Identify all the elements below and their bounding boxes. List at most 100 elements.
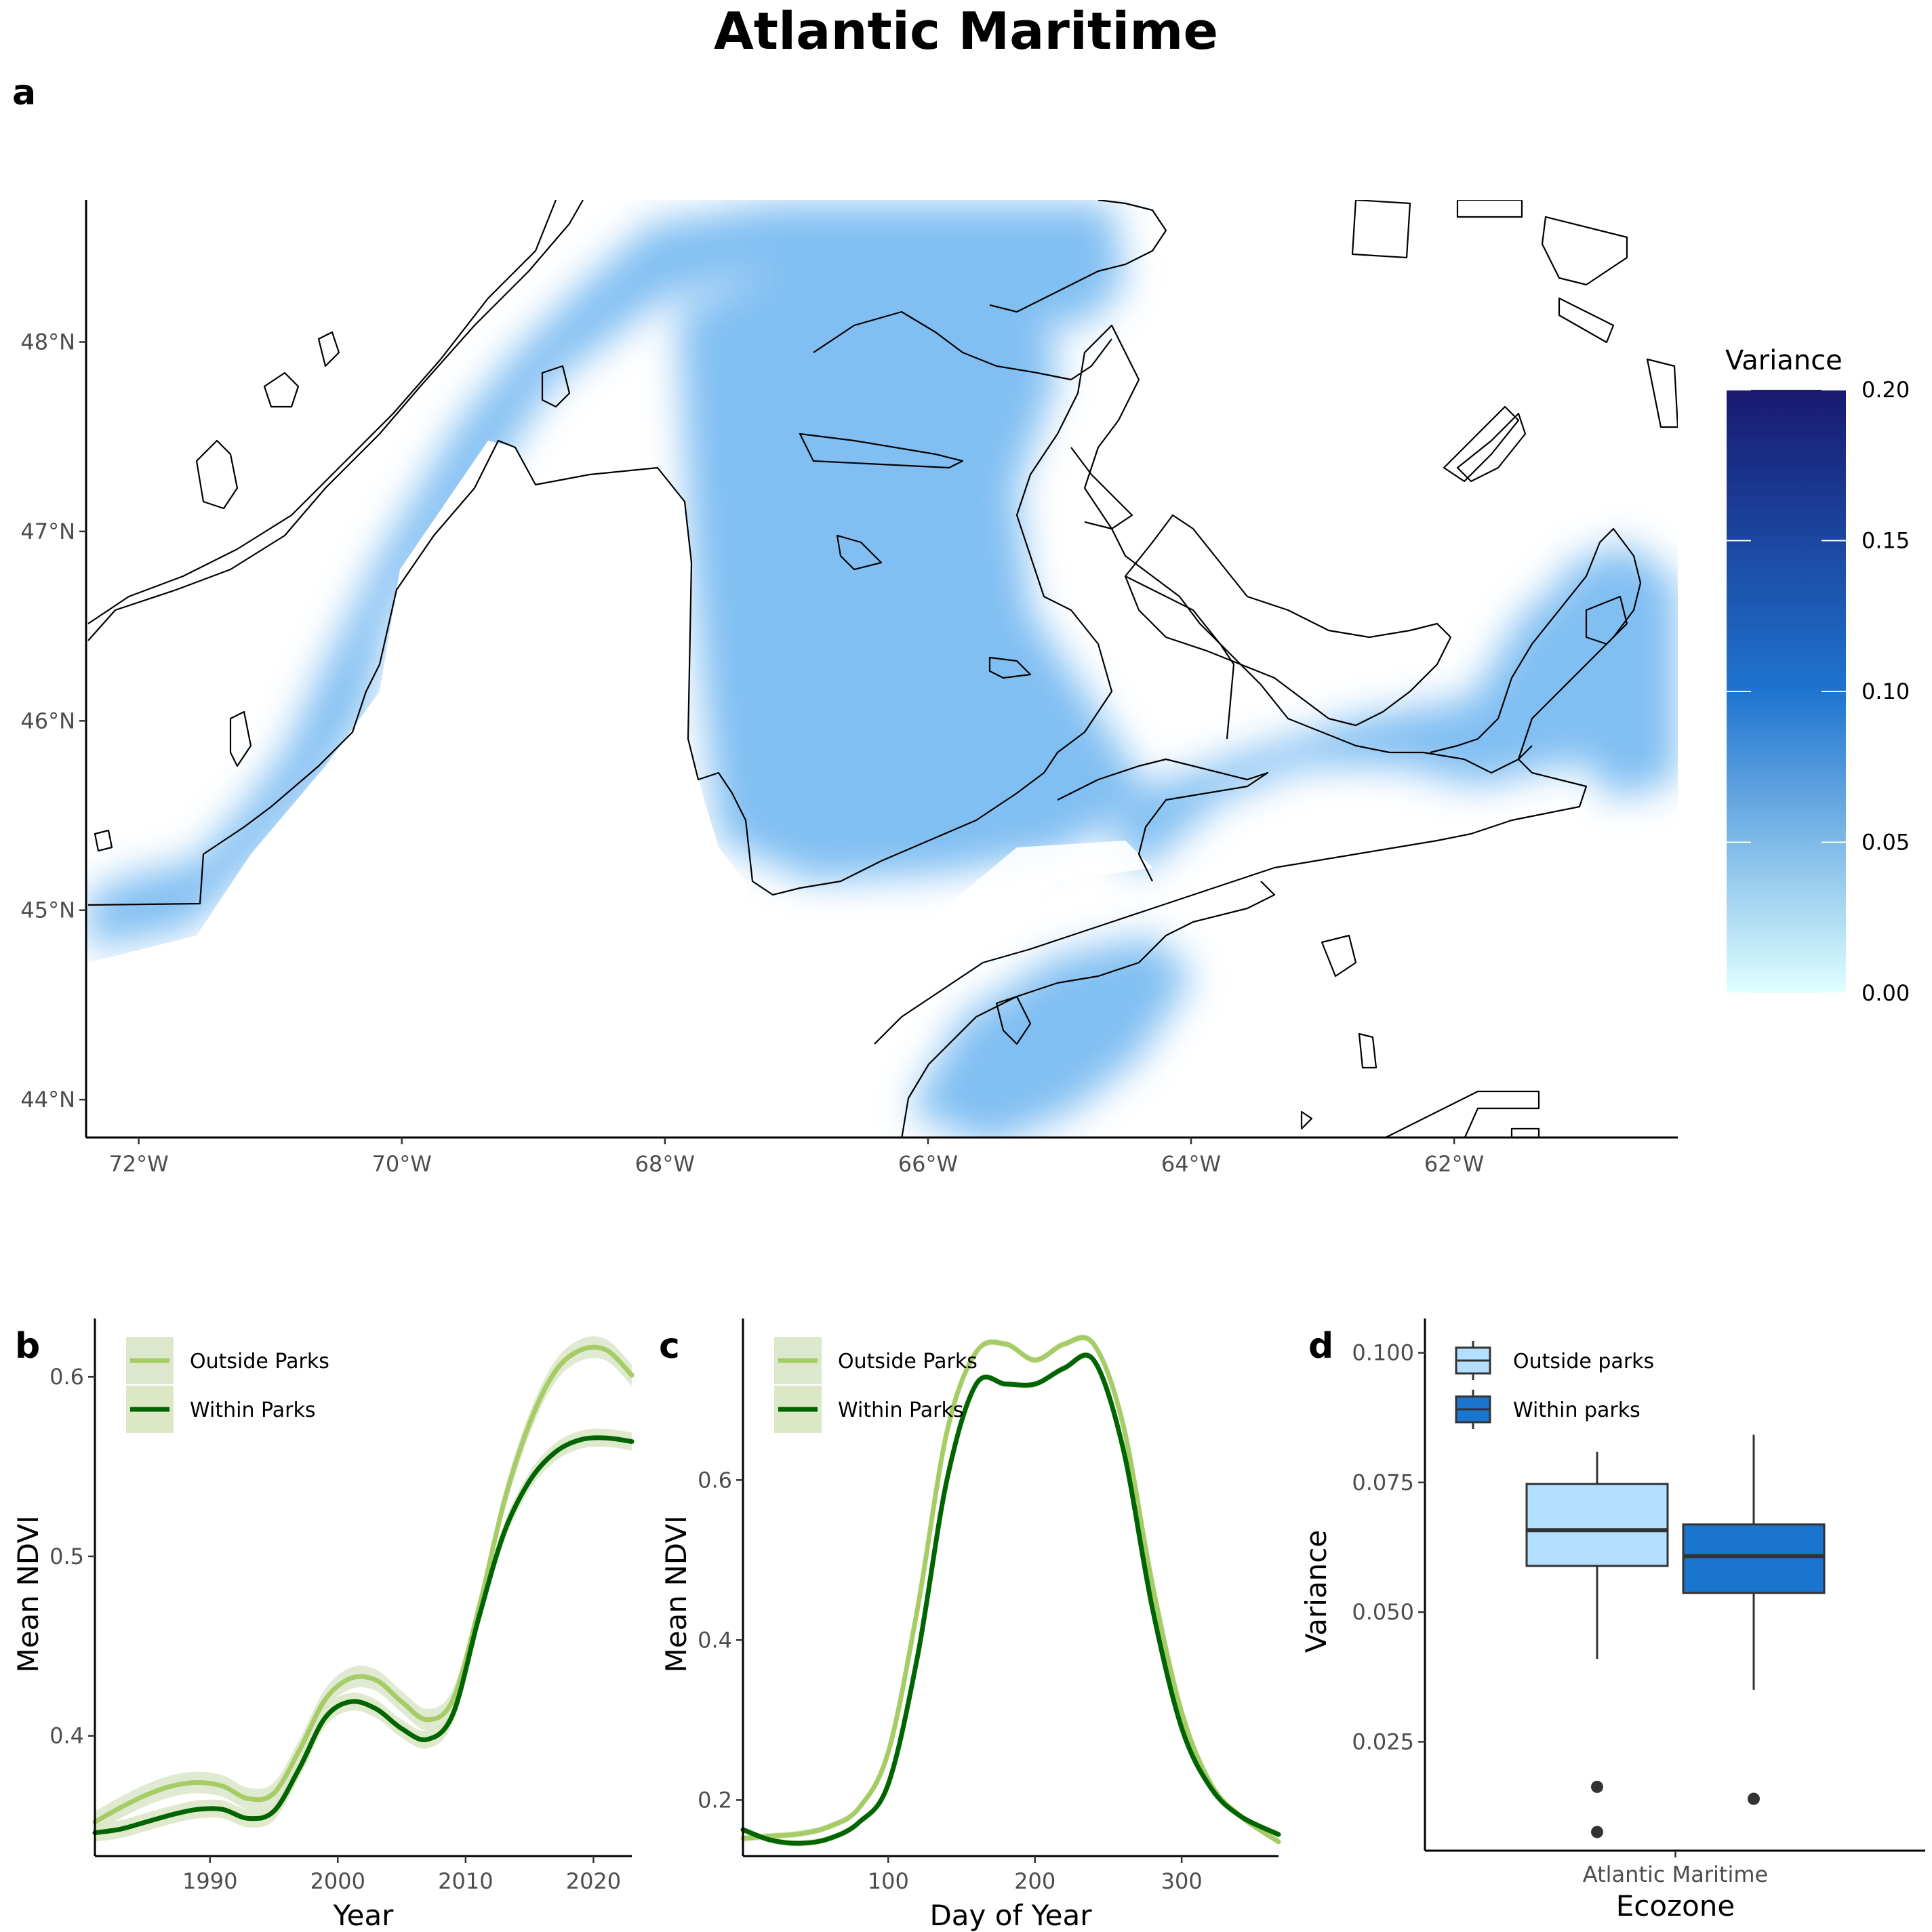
bay-of-fundy-coast bbox=[1057, 758, 1269, 882]
y-tick-label: 0.025 bbox=[1352, 1729, 1414, 1754]
x-tick-label: 1990 bbox=[182, 1868, 237, 1894]
offshore-shape-4 bbox=[1510, 1127, 1540, 1138]
y-tick-label: 0.4 bbox=[698, 1627, 732, 1653]
map-y-tick-label: 44°N bbox=[20, 1087, 75, 1112]
variance-colorbar-ticks: 0.00 0.05 0.10 0.15 0.20 bbox=[1727, 377, 1910, 1006]
map-x-tick-label: 62°W bbox=[1424, 1151, 1484, 1177]
variance-region-central bbox=[678, 244, 1152, 881]
y-tick-label: 0.050 bbox=[1352, 1599, 1414, 1625]
colorbar-tick-label: 0.10 bbox=[1861, 679, 1910, 704]
x-tick-label: 2000 bbox=[310, 1868, 365, 1894]
series-line-outside-parks bbox=[92, 1344, 635, 1825]
coastline-layer bbox=[87, 200, 1678, 1138]
map-x-tick-label: 66°W bbox=[898, 1151, 958, 1177]
newfoundland-tip bbox=[1456, 412, 1527, 483]
colorbar-tick-label: 0.20 bbox=[1861, 377, 1910, 403]
map-y-tick-label: 48°N bbox=[20, 329, 75, 355]
colorbar-tick-label: 0.05 bbox=[1861, 830, 1910, 856]
y-tick-label: 0.5 bbox=[49, 1544, 84, 1569]
maine-lakes bbox=[229, 710, 252, 767]
map-x-tick-label: 72°W bbox=[108, 1151, 168, 1177]
map-y-tick-label: 47°N bbox=[20, 519, 75, 544]
panel-a: a bbox=[12, 73, 1910, 1177]
map-x-ticks: 72°W 70°W 68°W 66°W 64°W 62°W bbox=[108, 1138, 1484, 1177]
box-outlier-point bbox=[1591, 1826, 1603, 1838]
map-x-tick-label: 64°W bbox=[1161, 1151, 1221, 1177]
water-blank-area bbox=[767, 841, 1152, 1138]
lake-grand bbox=[988, 656, 1032, 679]
new-brunswick-quebec-border bbox=[1070, 447, 1133, 530]
magdalen-shape-2 bbox=[1456, 200, 1523, 218]
variance-legend: Variance 0.00 0.05 0.10 0.15 0.20 bbox=[1725, 345, 1910, 1006]
box-outlier-point bbox=[1591, 1780, 1603, 1793]
offshore-shape-2 bbox=[1384, 1090, 1540, 1138]
map-y-tick-label: 45°N bbox=[20, 898, 75, 923]
box-outside-parks bbox=[1525, 1483, 1669, 1567]
x-axis-title: Year bbox=[333, 1899, 395, 1932]
quebec-lakes-1 bbox=[195, 439, 239, 510]
series-ribbon-0 bbox=[95, 1336, 632, 1833]
panel-b-plot: 1990 2000 2010 2020 0.4 0.5 0.6 Year Mean NDVI Ou… bbox=[12, 1319, 635, 1932]
nb-ns-border bbox=[1125, 576, 1235, 740]
nova-scotia-south-shore bbox=[901, 881, 1276, 1138]
x-tick-label: 2010 bbox=[438, 1868, 493, 1894]
y-axis-title: Mean NDVI bbox=[660, 1516, 693, 1673]
panel-c-plot: 100 200 300 0.2 0.4 0.6 Day of Year Mean NDVI Ou… bbox=[660, 1319, 1281, 1932]
colorbar-tick-label: 0.00 bbox=[1861, 980, 1910, 1006]
magdalen-shape-4 bbox=[1558, 297, 1615, 344]
panel-label-a: a bbox=[12, 73, 36, 113]
panel-c: c 100 200 300 0.2 0.4 0.6 Day of Year Mean NDVI… bbox=[659, 1319, 1281, 1932]
variance-heat-layer bbox=[88, 203, 1678, 1138]
maine-border bbox=[87, 439, 1058, 906]
variance-region-north bbox=[773, 203, 1125, 325]
legend-label: Outside parks bbox=[1513, 1350, 1654, 1373]
x-tick-label: 300 bbox=[1161, 1868, 1203, 1894]
x-tick-label: 200 bbox=[1014, 1868, 1055, 1894]
y-tick-label: 0.6 bbox=[698, 1467, 732, 1493]
pei-outline bbox=[1124, 514, 1452, 727]
x-tick-label: 2020 bbox=[566, 1868, 621, 1894]
series-line-within-parks bbox=[740, 1352, 1281, 1846]
maine-island bbox=[94, 829, 113, 852]
variance-region-east bbox=[1559, 542, 1678, 800]
variance-region-southwest bbox=[908, 935, 1193, 1138]
lake-bras-dor bbox=[1585, 595, 1628, 645]
box-within-parks bbox=[1682, 1523, 1826, 1594]
lake-ns-2 bbox=[1321, 934, 1357, 978]
gaspe-coast bbox=[813, 310, 1112, 381]
nova-scotia-coast bbox=[874, 527, 1642, 1045]
variance-legend-title: Variance bbox=[1725, 345, 1843, 376]
magdalen-shape-3 bbox=[1541, 216, 1628, 286]
panel-b: b 1990 2000 2010 2020 0.4 0.5 0.6 Year Mean NDVI… bbox=[12, 1319, 635, 1932]
legend-label: Outside Parks bbox=[190, 1350, 329, 1373]
variance-map bbox=[87, 200, 1678, 1138]
y-tick-label: 0.2 bbox=[698, 1787, 732, 1813]
x-tick-label: Atlantic Maritime bbox=[1583, 1861, 1768, 1887]
anticosti-outline bbox=[1443, 405, 1520, 483]
gaspe-north-coast bbox=[989, 200, 1167, 313]
box-outlier-point bbox=[1748, 1792, 1760, 1805]
legend-label: Outside Parks bbox=[838, 1350, 978, 1373]
y-tick-label: 0.4 bbox=[49, 1723, 84, 1749]
maine-blank-area bbox=[88, 441, 746, 1138]
sable-shape bbox=[1358, 1032, 1377, 1069]
y-axis-title: Mean NDVI bbox=[12, 1516, 45, 1673]
magdalen-shape-1 bbox=[1351, 200, 1411, 259]
x-axis-title: Ecozone bbox=[1616, 1889, 1735, 1923]
panel-d: d 0.025 0.050 0.075 0.100 Atlantic MaritimeE… bbox=[1300, 1319, 1925, 1923]
x-axis-title: Day of Year bbox=[929, 1899, 1092, 1932]
y-axis-title: Variance bbox=[1300, 1530, 1333, 1653]
map-x-tick-label: 70°W bbox=[372, 1151, 432, 1177]
map-y-tick-label: 46°N bbox=[20, 708, 75, 733]
quebec-lakes-2 bbox=[317, 331, 340, 367]
map-y-ticks: 48°N 47°N 46°N 45°N 44°N bbox=[20, 329, 86, 1112]
y-tick-label: 0.100 bbox=[1352, 1340, 1414, 1366]
new-brunswick-coast bbox=[1015, 324, 1533, 774]
series-line-within-parks bbox=[92, 1435, 635, 1836]
panel-label-c: c bbox=[659, 1326, 680, 1367]
legend-label: Within Parks bbox=[838, 1398, 963, 1422]
legend-label: Within Parks bbox=[190, 1398, 315, 1422]
panel-label-d: d bbox=[1308, 1326, 1333, 1367]
st-lawrence-south-shore bbox=[87, 200, 584, 641]
